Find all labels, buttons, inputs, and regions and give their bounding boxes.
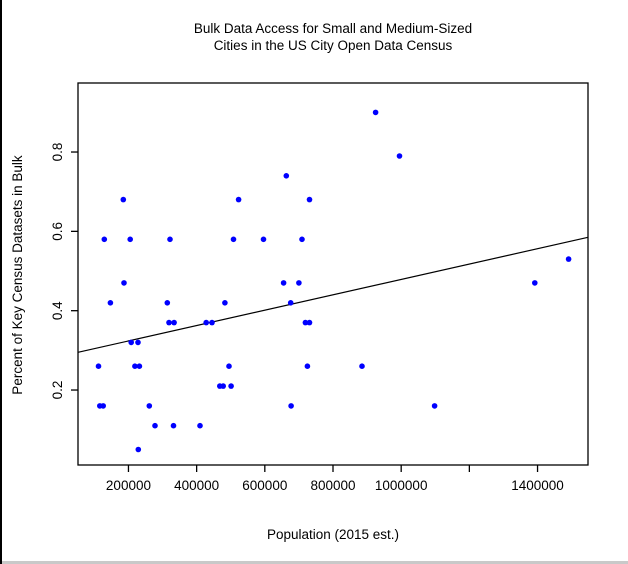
data-point [171, 319, 177, 326]
data-point [121, 280, 127, 286]
x-axis-label: Population (2015 est.) [266, 527, 400, 542]
data-point [280, 280, 287, 286]
data-point [136, 363, 143, 370]
window-left-border [0, 0, 2, 564]
y-tick-label: 0.4 [50, 301, 65, 320]
plot-frame [77, 82, 589, 466]
data-point [107, 300, 114, 306]
data-point [396, 153, 403, 159]
data-point [359, 363, 365, 370]
data-point [203, 319, 209, 326]
data-point [260, 236, 267, 243]
data-point [532, 280, 538, 286]
data-point [146, 403, 153, 409]
data-point [135, 339, 141, 346]
data-point [306, 319, 313, 326]
data-point [164, 300, 171, 306]
data-point [565, 256, 572, 262]
data-point [170, 422, 177, 429]
x-tick-label: 400000 [174, 478, 219, 493]
data-point [135, 446, 142, 453]
data-point [167, 236, 173, 243]
data-point [304, 363, 311, 370]
data-point [152, 422, 158, 429]
data-point [101, 236, 108, 243]
data-point [299, 236, 305, 243]
data-point [209, 319, 215, 326]
data-point [372, 109, 379, 116]
x-tick-label: 200000 [106, 478, 151, 493]
data-point [287, 300, 294, 306]
data-point [306, 196, 313, 203]
data-point [127, 236, 133, 243]
data-point [302, 319, 309, 326]
data-point [283, 173, 290, 179]
data-point [235, 196, 242, 203]
x-tick-label: 800000 [310, 478, 355, 493]
data-point [95, 363, 102, 370]
data-point [226, 363, 232, 370]
data-point [288, 403, 294, 409]
x-tick-label: 1400000 [511, 478, 564, 493]
chart-title-line-2: Cities in the US City Open Data Census [213, 38, 453, 53]
data-point [100, 403, 106, 409]
data-point [120, 196, 127, 203]
trend-line [77, 236, 589, 353]
y-tick-label: 0.6 [50, 222, 65, 241]
data-point [296, 280, 302, 286]
data-point [220, 383, 226, 389]
data-point [222, 300, 228, 306]
x-tick-label: 1000000 [375, 478, 428, 493]
window-bottom-border [2, 561, 628, 564]
chart-title-line-1: Bulk Data Access for Small and Medium-Si… [193, 21, 473, 36]
data-point [197, 422, 203, 429]
data-point [132, 363, 138, 370]
x-tick-label: 600000 [242, 478, 287, 493]
data-point [230, 236, 237, 243]
data-point [431, 403, 438, 409]
y-tick-label: 0.8 [50, 143, 65, 162]
data-point [166, 319, 172, 326]
y-tick-label: 0.2 [50, 381, 65, 400]
data-point [128, 339, 134, 346]
data-point [228, 383, 234, 389]
